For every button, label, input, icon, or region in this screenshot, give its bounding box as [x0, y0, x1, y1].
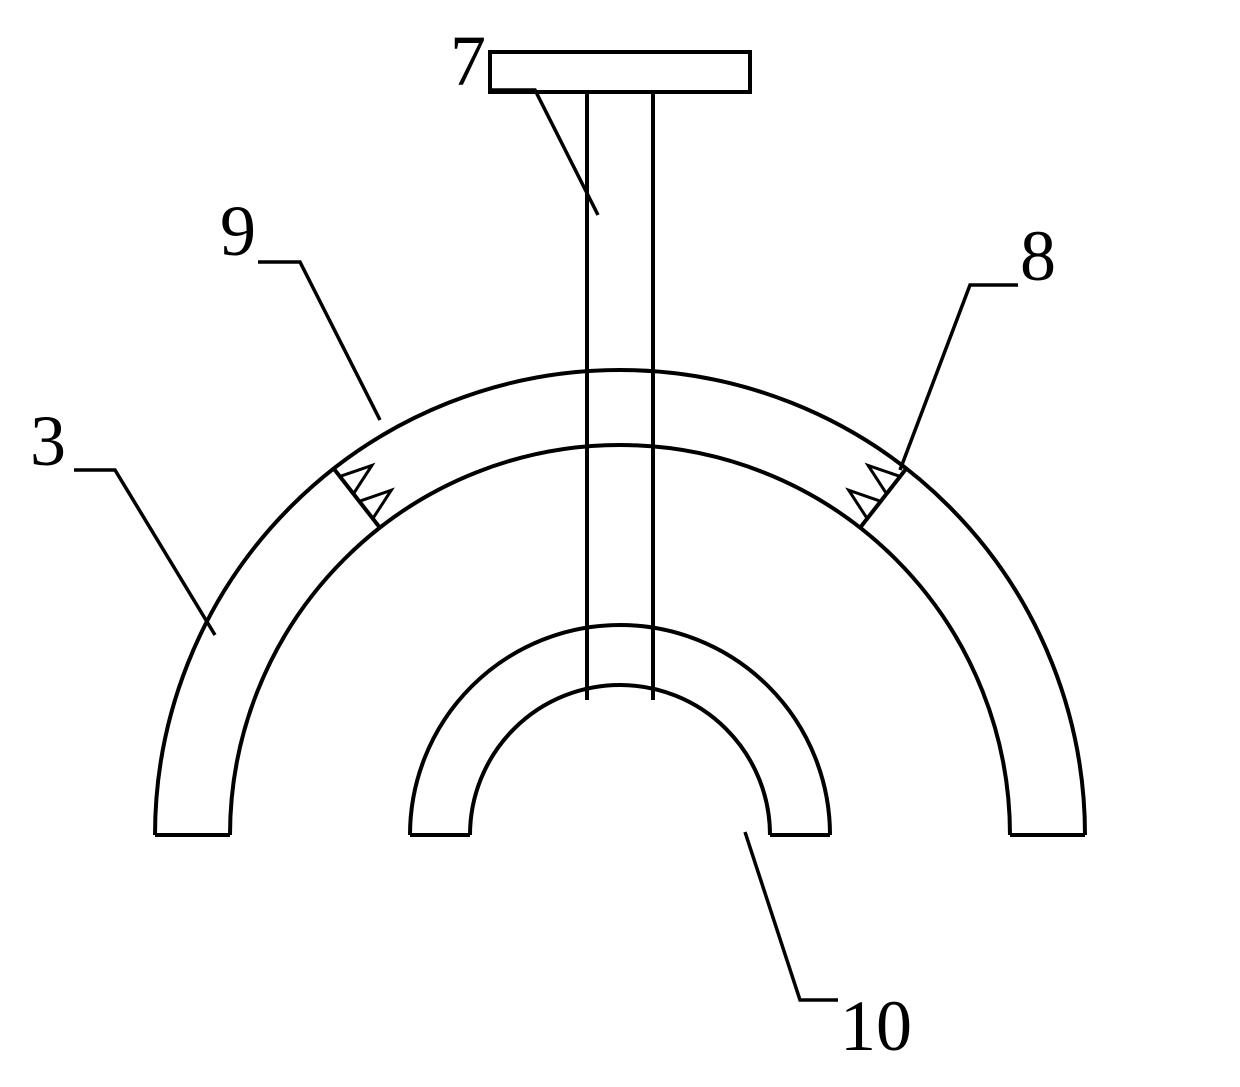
label-8: 8	[1020, 215, 1056, 298]
diagram-canvas	[0, 0, 1240, 1087]
label-7: 7	[450, 20, 486, 103]
label-3: 3	[30, 400, 66, 483]
label-9: 9	[220, 190, 256, 273]
label-10: 10	[840, 985, 912, 1068]
